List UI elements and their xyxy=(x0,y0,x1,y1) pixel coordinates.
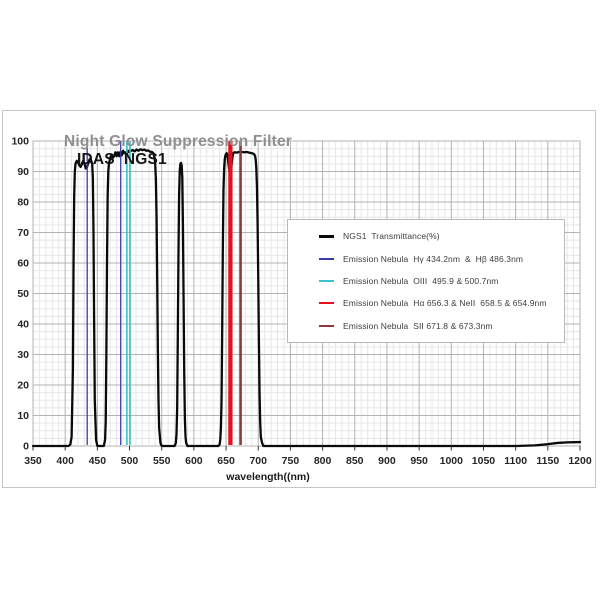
x-tick-label: 1200 xyxy=(568,455,592,467)
y-tick-label: 100 xyxy=(11,136,29,148)
x-tick-label: 1100 xyxy=(504,455,527,467)
legend: NGS1 Transmittance(%) Emission Nebula Hγ… xyxy=(287,219,565,343)
x-tick-label: 550 xyxy=(153,455,171,467)
x-tick-label: 350 xyxy=(24,455,42,467)
x-axis-ticks xyxy=(32,446,581,451)
legend-swatch-transmittance xyxy=(319,234,334,238)
legend-label: Emission Nebula Hα 656.3 & NeII 658.5 & … xyxy=(343,298,547,309)
x-tick-label: 850 xyxy=(346,455,364,467)
legend-label: Emission Nebula Hγ 434.2nm & Hβ 486.3nm xyxy=(343,253,524,264)
legend-item-sii: Emission Nebula SII 671.8 & 673.3nm xyxy=(288,319,564,333)
page-title: Night Glow Suppression Filter IDAS NGS1 xyxy=(55,115,292,168)
x-axis-title: wavelength((nm) xyxy=(225,471,309,483)
y-tick-label: 70 xyxy=(17,227,29,239)
x-tick-label: 750 xyxy=(282,455,300,467)
legend-label: NGS1 Transmittance(%) xyxy=(343,231,440,242)
legend-item-oiii: Emission Nebula OIII 495.9 & 500.7nm xyxy=(288,274,564,288)
x-tick-label: 1000 xyxy=(440,455,464,467)
legend-label: Emission Nebula OIII 495.9 & 500.7nm xyxy=(343,275,499,286)
title-gray-part: Night Glow Suppression Filter xyxy=(64,133,292,150)
ngs1-curve xyxy=(31,148,582,448)
x-tick-label: 700 xyxy=(249,455,267,467)
legend-item-hgamma-hbeta: Emission Nebula Hγ 434.2nm & Hβ 486.3nm xyxy=(288,252,564,266)
x-tick-label: 1050 xyxy=(472,455,496,467)
y-tick-label: 80 xyxy=(17,197,29,209)
x-tick-label: 1150 xyxy=(536,455,559,467)
transmittance-curve xyxy=(31,148,582,448)
y-tick-label: 20 xyxy=(17,380,29,392)
x-tick-label: 650 xyxy=(217,455,235,467)
legend-swatch-oiii xyxy=(319,279,334,282)
legend-item-transmittance: NGS1 Transmittance(%) xyxy=(288,229,564,243)
x-tick-label: 450 xyxy=(89,455,107,467)
x-tick-label: 950 xyxy=(410,455,428,467)
y-tick-label: 50 xyxy=(17,288,29,300)
x-tick-label: 500 xyxy=(121,455,139,467)
legend-swatch-sii xyxy=(319,324,334,327)
y-tick-label: 40 xyxy=(17,319,29,331)
title-black-part: IDAS NGS1 xyxy=(77,151,167,168)
legend-swatch-hgamma-hbeta xyxy=(319,257,334,260)
x-tick-label: 800 xyxy=(314,455,332,467)
emission-line-markers xyxy=(86,141,242,445)
y-tick-label: 90 xyxy=(17,166,29,178)
x-tick-labels: 350 400 450 500 550 600 650 700 750 800 850 900 950 1… xyxy=(24,455,592,467)
x-tick-label: 900 xyxy=(378,455,396,467)
x-tick-label: 600 xyxy=(185,455,203,467)
y-tick-labels: 0 10 20 30 40 50 60 70 80 90 100 xyxy=(11,136,29,453)
legend-label: Emission Nebula SII 671.8 & 673.3nm xyxy=(343,320,493,331)
y-tick-label: 0 xyxy=(23,441,29,453)
y-tick-label: 60 xyxy=(17,258,29,270)
x-tick-label: 400 xyxy=(56,455,74,467)
legend-swatch-halpha-neii xyxy=(319,302,334,305)
y-tick-label: 10 xyxy=(17,410,29,422)
y-tick-label: 30 xyxy=(17,349,29,361)
legend-item-halpha-neii: Emission Nebula Hα 656.3 & NeII 658.5 & … xyxy=(288,296,564,310)
